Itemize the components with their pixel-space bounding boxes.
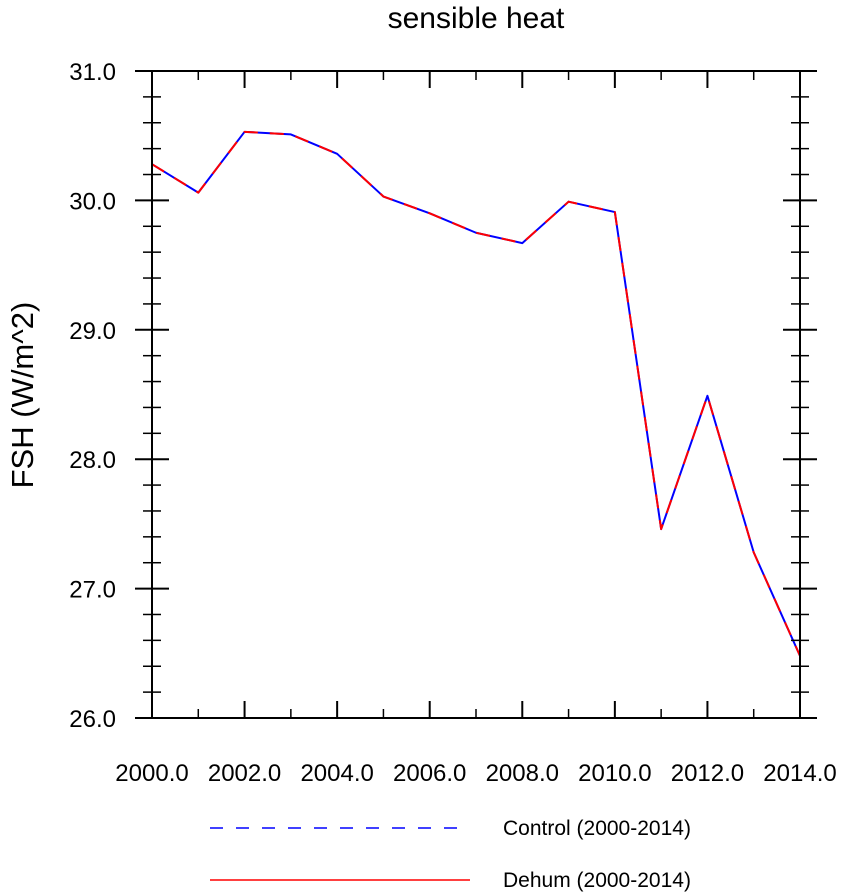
series-control-line xyxy=(151,130,801,657)
y-tick-label: 26.0 xyxy=(69,706,116,733)
y-tick-label: 27.0 xyxy=(69,577,116,604)
y-tick-label: 30.0 xyxy=(69,188,116,215)
x-tick-label: 2002.0 xyxy=(208,760,281,787)
legend-dehum-label: Dehum (2000-2014) xyxy=(503,869,691,892)
legend: Control (2000-2014) Dehum (2000-2014) xyxy=(210,817,691,892)
ticks-layer: 2000.0 2002.0 2004.0 2006.0 2008.0 2010.0 2012… xyxy=(69,59,836,787)
series-dehum-line xyxy=(151,130,801,657)
x-tick-label: 2000.0 xyxy=(115,760,188,787)
series-layer xyxy=(151,130,801,657)
plot-frame xyxy=(151,70,801,719)
y-tick-label: 29.0 xyxy=(69,318,116,345)
x-tick-label: 2014.0 xyxy=(763,760,836,787)
x-tick-label: 2010.0 xyxy=(578,760,651,787)
x-tick-label: 2004.0 xyxy=(300,760,373,787)
chart-title: sensible heat xyxy=(388,2,565,35)
x-tick-label: 2008.0 xyxy=(486,760,559,787)
x-tick-label: 2006.0 xyxy=(393,760,466,787)
y-tick-label: 28.0 xyxy=(69,447,116,474)
y-tick-label: 31.0 xyxy=(69,59,116,86)
y-axis-label: FSH (W/m^2) xyxy=(5,302,40,489)
x-tick-label: 2012.0 xyxy=(671,760,744,787)
legend-control-label: Control (2000-2014) xyxy=(503,817,691,840)
